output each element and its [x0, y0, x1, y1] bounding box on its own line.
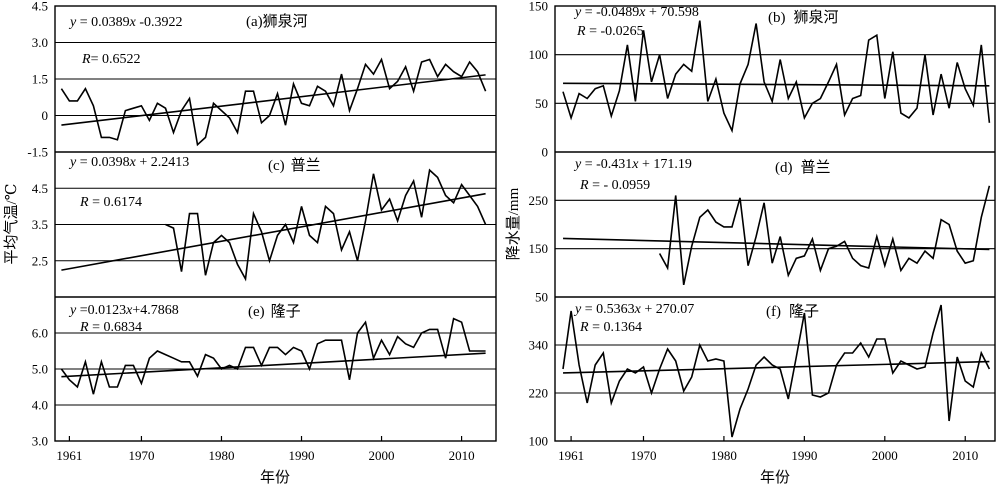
- panel-c-y-tick-label: 4.5: [32, 181, 48, 196]
- panel-a-y-tick-label: -1.5: [27, 145, 48, 160]
- right-plot-frame: [554, 5, 996, 442]
- panel-f-y-tick-label: 220: [529, 386, 549, 401]
- right-x-tick-label: 1990: [791, 448, 817, 463]
- panel-e-equation: y =0.0123x+4.7868: [68, 303, 179, 318]
- panel-e-title: (e) 隆子: [248, 303, 301, 320]
- panel-b-title: (b) 狮泉河: [768, 9, 839, 26]
- panel-d-equation: y = -0.431x + 171.19: [573, 157, 692, 172]
- left-x-tick-label: 2000: [369, 448, 395, 463]
- panel-a-r-value: R= 0.6522: [81, 52, 140, 67]
- panel-b-y-tick-label: 150: [529, 0, 549, 14]
- panel-d-title: (d) 普兰: [775, 159, 831, 176]
- panel-d-annotations: y = -0.431x + 171.19 (d) 普兰 R = - 0.0959: [573, 157, 831, 193]
- panel-c-r-value: R = 0.6174: [79, 195, 142, 210]
- panel-b-y-tick-label: 0: [542, 145, 549, 160]
- right-x-tick-label: 1970: [630, 448, 656, 463]
- panel-a-annotations: y = 0.0389x -0.3922 (a)狮泉河 R= 0.6522: [68, 13, 308, 67]
- panel-c-title: (c) 普兰: [268, 157, 321, 174]
- panel-a-y-tick-label: 1.5: [32, 72, 48, 87]
- panel-a-title: (a)狮泉河: [246, 13, 308, 30]
- panel-f-y-tick-label: 340: [529, 338, 549, 353]
- panel-c-trend-line: [61, 192, 486, 271]
- panel-b-annotations: y = -0.0489x + 70.598 (b) 狮泉河 R = -0.0265: [573, 5, 839, 39]
- right-column: 降水量/mm 年份: [505, 5, 996, 486]
- panel-e-trend-line: [61, 352, 486, 378]
- panel-d-y-tick-label: 150: [529, 241, 549, 256]
- panel-b-r-value: R = -0.0265: [576, 24, 644, 39]
- panel-d-trend-line: [563, 237, 990, 251]
- panel-a-y-tick-label: 3.0: [32, 35, 48, 50]
- chart-marks: 1961 1970 1980 1990 2000 2010 1961 1970 1980 1990…: [27, 0, 995, 463]
- left-plot-frame: [54, 5, 497, 442]
- panel-b-equation: y = -0.0489x + 70.598: [573, 5, 699, 20]
- panel-f-series-line: [562, 304, 991, 438]
- panel-e-r-value: R = 0.6834: [79, 320, 142, 335]
- panel-f-equation: y = 0.5363x + 270.07: [573, 302, 694, 317]
- panel-d-y-tick-label: 50: [535, 290, 548, 305]
- panel-e-annotations: y =0.0123x+4.7868 (e) 隆子 R = 0.6834: [68, 303, 301, 335]
- panel-c-equation: y = 0.0398x + 2.2413: [68, 155, 189, 170]
- panel-c-annotations: y = 0.0398x + 2.2413 (c) 普兰 R = 0.6174: [68, 155, 321, 210]
- panel-e-y-tick-label: 5.0: [32, 362, 48, 377]
- right-x-axis-title: 年份: [760, 469, 790, 486]
- right-y-axis-title: 降水量/mm: [505, 187, 522, 260]
- panel-c-y-tick-label: 2.5: [32, 253, 48, 268]
- panel-c-series-line: [165, 168, 487, 282]
- right-x-tick-label: 1980: [711, 448, 737, 463]
- panel-f-annotations: y = 0.5363x + 270.07 (f) 隆子 R = 0.1364: [573, 302, 819, 335]
- panel-d-r-value: R = - 0.0959: [579, 178, 650, 193]
- left-x-tick-label: 1970: [128, 448, 154, 463]
- panel-c-y-tick-label: 3.5: [32, 217, 48, 232]
- left-x-tick-label: 1990: [289, 448, 315, 463]
- left-x-tick-label: 1980: [208, 448, 234, 463]
- panel-a-y-tick-label: 4.5: [32, 0, 48, 14]
- panel-b-y-tick-label: 50: [535, 96, 548, 111]
- panel-e-y-tick-label: 3.0: [32, 434, 48, 449]
- left-x-tick-label: 2010: [449, 448, 475, 463]
- panel-f-y-tick-label: 100: [529, 434, 549, 449]
- panel-e-series-line: [60, 317, 486, 395]
- left-x-tick-label: 1961: [56, 448, 82, 463]
- panel-f-r-value: R = 0.1364: [579, 320, 642, 335]
- left-column: 平均气温/℃ 年份: [3, 5, 497, 486]
- panel-d-series-line: [658, 185, 991, 286]
- panel-d-y-tick-label: 250: [529, 193, 549, 208]
- panel-e-y-tick-label: 6.0: [32, 326, 48, 341]
- panel-f-title: (f) 隆子: [766, 303, 819, 320]
- left-y-axis-title: 平均气温/℃: [3, 184, 20, 265]
- panel-b-y-tick-label: 100: [529, 47, 549, 62]
- right-x-tick-label: 2000: [872, 448, 898, 463]
- right-x-tick-label: 2010: [952, 448, 978, 463]
- left-x-axis-title: 年份: [260, 469, 290, 486]
- panel-e-y-tick-label: 4.0: [32, 398, 48, 413]
- panel-b-series-line: [562, 20, 991, 134]
- panel-a-trend-line: [61, 74, 486, 126]
- panel-a-equation: y = 0.0389x -0.3922: [68, 15, 183, 30]
- panel-a-y-tick-label: 0: [42, 108, 49, 123]
- right-x-tick-label: 1961: [558, 448, 584, 463]
- panel-a-series-line: [60, 57, 487, 147]
